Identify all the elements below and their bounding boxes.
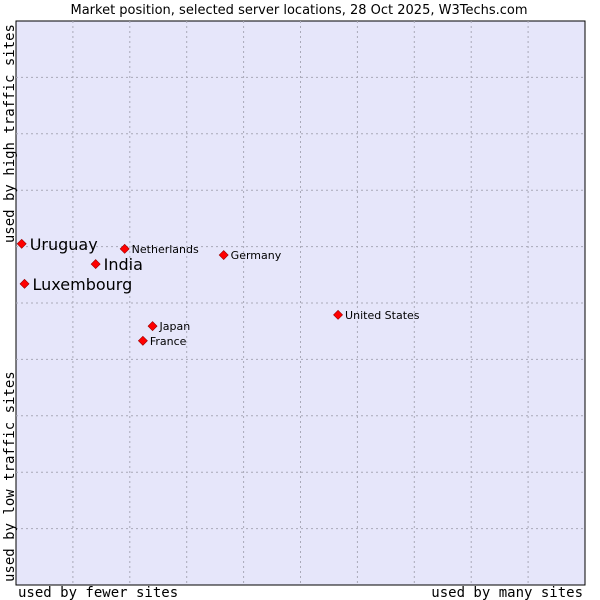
point-marker-uruguay [16, 238, 27, 249]
point-label-france: France [150, 335, 187, 348]
point-label-united-states: United States [345, 309, 420, 322]
point-label-uruguay: Uruguay [30, 235, 98, 254]
y-axis-label-bottom: used by low traffic sites [2, 371, 18, 582]
x-axis-label-left: used by fewer sites [18, 585, 178, 600]
point-marker-india [90, 259, 101, 270]
point-marker-germany [218, 250, 229, 261]
x-axis-label-right: used by many sites [431, 585, 583, 600]
point-label-germany: Germany [231, 249, 282, 262]
point-marker-netherlands [119, 243, 130, 254]
point-label-netherlands: Netherlands [132, 243, 199, 256]
point-marker-japan [147, 321, 158, 332]
point-label-india: India [104, 255, 143, 274]
grid-lines [16, 21, 585, 585]
y-axis-label-top: used by high traffic sites [2, 24, 18, 243]
point-marker-france [137, 335, 148, 346]
point-marker-united-states [333, 309, 344, 320]
point-label-japan: Japan [159, 320, 191, 333]
point-marker-luxembourg [19, 278, 30, 289]
chart-title: Market position, selected server locatio… [70, 3, 527, 18]
point-label-luxembourg: Luxembourg [33, 275, 133, 294]
